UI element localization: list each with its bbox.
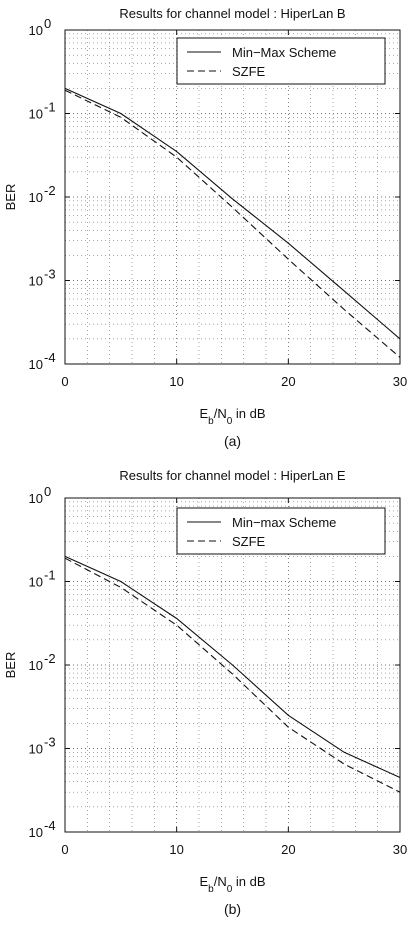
x-axis-label: Eb/N0 in dB xyxy=(199,874,265,895)
legend-box xyxy=(176,507,386,555)
y-tick-exponent: 0 xyxy=(44,16,51,31)
legend-box xyxy=(176,37,386,85)
y-tick-label: 10 xyxy=(29,658,43,673)
y-tick-label: 10 xyxy=(29,23,43,38)
x-tick-label: 0 xyxy=(61,374,68,389)
chart-title: Results for channel model : HiperLan B xyxy=(119,6,345,21)
y-tick-label: 10 xyxy=(29,825,43,840)
y-tick-exponent: -4 xyxy=(44,350,56,365)
legend-label: SZFE xyxy=(232,534,266,549)
chart-title: Results for channel model : HiperLan E xyxy=(119,468,346,483)
chart-panel-1: Results for channel model : HiperLan E0 1… xyxy=(3,468,407,917)
x-tick-label: 30 xyxy=(393,374,407,389)
figure-caption: (b) xyxy=(224,901,241,917)
y-tick-label: 10 xyxy=(29,575,43,590)
y-tick-exponent: -1 xyxy=(44,568,56,583)
series-line-0 xyxy=(64,555,401,779)
y-axis-label: BER xyxy=(3,184,18,211)
x-tick-label: 10 xyxy=(169,842,183,857)
y-tick-label: 10 xyxy=(29,742,43,757)
legend: Min−max Scheme SZFE xyxy=(176,507,386,555)
series-line-1 xyxy=(64,557,401,793)
legend-label: SZFE xyxy=(232,64,266,79)
x-tick-label: 20 xyxy=(281,374,295,389)
y-tick-exponent: -2 xyxy=(44,183,56,198)
x-axis-label: Eb/N0 in dB xyxy=(199,406,265,427)
y-tick-exponent: -4 xyxy=(44,818,56,833)
y-tick-exponent: -3 xyxy=(44,267,56,282)
series-line-1 xyxy=(64,89,401,358)
x-tick-label: 30 xyxy=(393,842,407,857)
x-tick-label: 20 xyxy=(281,842,295,857)
y-tick-exponent: -2 xyxy=(44,651,56,666)
x-tick-label: 0 xyxy=(61,842,68,857)
legend-label: Min−max Scheme xyxy=(232,515,336,530)
legend: Min−Max Scheme SZFE xyxy=(176,37,386,85)
y-tick-label: 10 xyxy=(29,107,43,122)
y-axis-label: BER xyxy=(3,652,18,679)
figure-caption: (a) xyxy=(224,433,241,449)
legend-label: Min−Max Scheme xyxy=(232,45,336,60)
y-tick-exponent: 0 xyxy=(44,484,51,499)
y-tick-label: 10 xyxy=(29,357,43,372)
series-line-0 xyxy=(64,87,401,340)
chart-panel-0: Results for channel model : HiperLan B0 1… xyxy=(3,6,407,449)
y-tick-label: 10 xyxy=(29,491,43,506)
y-tick-label: 10 xyxy=(29,190,43,205)
y-tick-exponent: -3 xyxy=(44,735,56,750)
y-tick-exponent: -1 xyxy=(44,100,56,115)
x-tick-label: 10 xyxy=(169,374,183,389)
y-tick-label: 10 xyxy=(29,274,43,289)
